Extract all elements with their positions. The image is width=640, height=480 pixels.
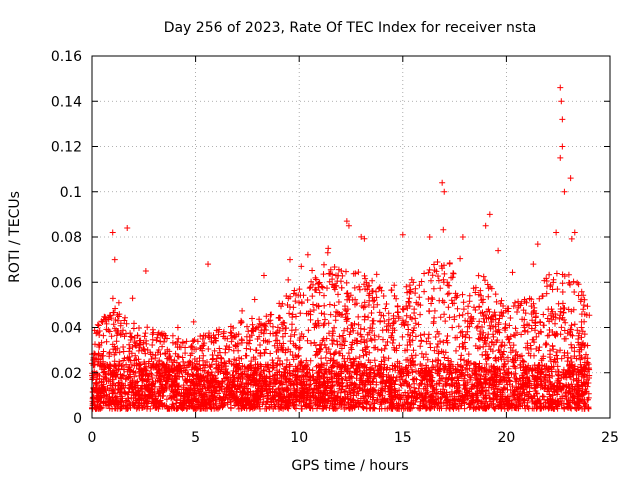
- roti-peak-point: [495, 247, 502, 254]
- y-tick-label: 0.1: [60, 185, 82, 201]
- data-points: [89, 84, 593, 412]
- x-tick-label: 5: [191, 430, 200, 446]
- x-tick-label: 25: [601, 430, 619, 446]
- roti-peak-point: [559, 116, 566, 123]
- roti-peak-point: [558, 98, 565, 105]
- roti-peak-point: [124, 224, 131, 231]
- x-tick-label: 0: [88, 430, 97, 446]
- roti-peak-point: [567, 175, 574, 182]
- roti-peak-point: [553, 229, 560, 236]
- roti-peak-point: [111, 256, 118, 263]
- roti-peak-point: [561, 188, 568, 195]
- y-axis: 0 0.02 0.04 0.06 0.08 0.1 0.12 0.14 0.16: [51, 49, 610, 427]
- y-tick-label: 0: [73, 411, 82, 427]
- roti-peak-point: [205, 261, 212, 268]
- roti-peak-point: [399, 231, 406, 238]
- y-tick-label: 0.06: [51, 275, 82, 291]
- roti-peak-point: [559, 143, 566, 150]
- roti-peak-point: [260, 272, 267, 279]
- roti-point-cloud: [89, 226, 593, 412]
- x-tick-label: 15: [394, 430, 412, 446]
- roti-peak-point: [557, 84, 564, 91]
- roti-peak-point: [298, 263, 305, 270]
- y-tick-label: 0.16: [51, 49, 82, 65]
- roti-peak-point: [571, 229, 578, 236]
- roti-peak-point: [345, 222, 352, 229]
- x-axis: 0 5 10 15 20 25: [88, 56, 619, 446]
- y-tick-label: 0.08: [51, 230, 82, 246]
- y-tick-label: 0.04: [51, 321, 82, 337]
- x-axis-label: GPS time / hours: [291, 458, 408, 474]
- roti-peak-point: [482, 222, 489, 229]
- y-axis-label: ROTI / TECUs: [7, 191, 23, 283]
- roti-peak-point: [426, 234, 433, 240]
- roti-peak-point: [557, 154, 564, 161]
- roti-peak-point: [459, 234, 466, 240]
- y-tick-label: 0.12: [51, 140, 82, 156]
- y-tick-label: 0.14: [51, 94, 82, 110]
- chart-title: Day 256 of 2023, Rate Of TEC Index for r…: [164, 20, 537, 36]
- roti-peak-point: [142, 267, 149, 274]
- x-tick-label: 20: [497, 430, 515, 446]
- roti-peak-point: [343, 218, 350, 225]
- x-tick-label: 10: [290, 430, 308, 446]
- y-tick-label: 0.02: [51, 366, 82, 382]
- roti-peak-point: [530, 261, 537, 268]
- roti-peak-point: [325, 245, 332, 252]
- roti-peak-point: [109, 229, 116, 236]
- roti-peak-point: [441, 188, 448, 195]
- roti-peak-point: [439, 179, 446, 186]
- roti-peak-point: [486, 211, 493, 218]
